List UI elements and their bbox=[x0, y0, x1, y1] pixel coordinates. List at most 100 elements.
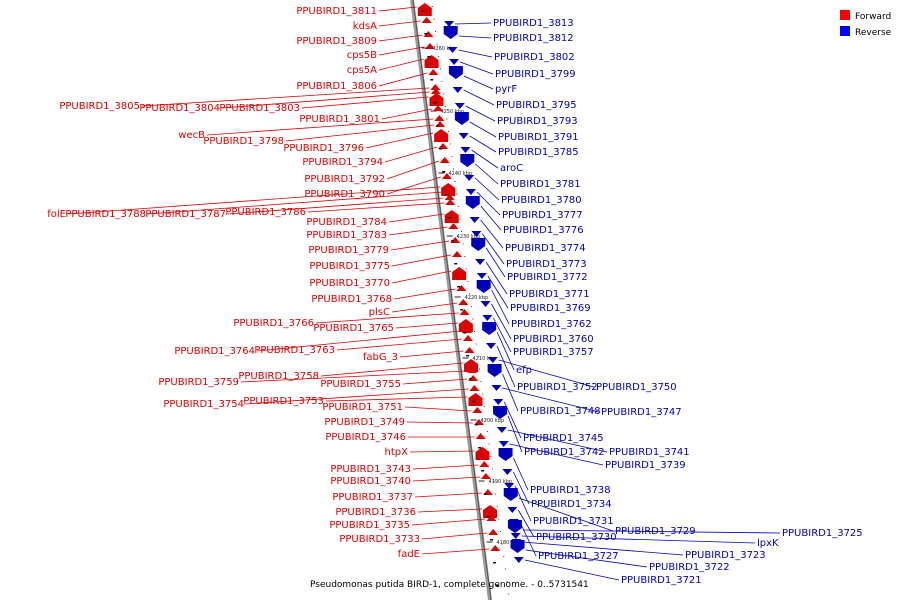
forward-gene-label[interactable]: PPUBIRD1_3764 bbox=[174, 346, 255, 357]
forward-gene-label[interactable]: PPUBIRD1_3804 bbox=[139, 103, 220, 114]
reverse-gene-label[interactable]: PPUBIRD1_3772 bbox=[507, 272, 588, 283]
reverse-gene-label[interactable]: PPUBIRD1_3747 bbox=[601, 407, 682, 418]
reverse-gene-feature[interactable] bbox=[464, 175, 475, 181]
forward-gene-label[interactable]: folE bbox=[47, 209, 66, 220]
forward-gene-feature[interactable] bbox=[424, 55, 439, 68]
forward-gene-feature[interactable] bbox=[486, 515, 497, 521]
forward-gene-feature[interactable] bbox=[452, 267, 467, 280]
reverse-gene-label[interactable]: PPUBIRD1_3762 bbox=[511, 319, 592, 330]
forward-gene-label[interactable]: PPUBIRD1_3796 bbox=[283, 143, 364, 154]
forward-gene-feature[interactable] bbox=[480, 473, 491, 479]
forward-gene-feature[interactable] bbox=[421, 17, 432, 23]
reverse-gene-label[interactable]: PPUBIRD1_3745 bbox=[523, 433, 604, 444]
reverse-gene-label[interactable]: PPUBIRD1_3771 bbox=[509, 289, 590, 300]
reverse-gene-label[interactable]: PPUBIRD1_3795 bbox=[496, 100, 577, 111]
forward-gene-label[interactable]: PPUBIRD1_3754 bbox=[163, 399, 244, 410]
forward-gene-feature[interactable] bbox=[467, 367, 478, 373]
forward-gene-label[interactable]: PPUBIRD1_3743 bbox=[330, 464, 411, 475]
forward-gene-feature[interactable] bbox=[464, 347, 475, 353]
forward-gene-label[interactable]: wecB bbox=[178, 130, 205, 141]
reverse-gene-feature[interactable] bbox=[460, 147, 471, 153]
reverse-gene-label[interactable]: PPUBIRD1_3741 bbox=[609, 447, 690, 458]
forward-gene-feature[interactable] bbox=[423, 31, 434, 37]
reverse-gene-label[interactable]: PPUBIRD1_3729 bbox=[615, 526, 696, 537]
reverse-gene-label[interactable]: PPUBIRD1_3769 bbox=[510, 303, 591, 314]
forward-gene-label[interactable]: PPUBIRD1_3784 bbox=[306, 217, 387, 228]
forward-gene-label[interactable]: PPUBIRD1_3806 bbox=[296, 81, 377, 92]
forward-gene-label[interactable]: PPUBIRD1_3749 bbox=[324, 417, 405, 428]
forward-gene-feature[interactable] bbox=[488, 529, 499, 535]
reverse-gene-label[interactable]: PPUBIRD1_3750 bbox=[596, 382, 677, 393]
reverse-gene-feature[interactable] bbox=[485, 343, 496, 349]
reverse-gene-label[interactable]: PPUBIRD1_3748 bbox=[520, 406, 601, 417]
reverse-gene-label[interactable]: PPUBIRD1_3757 bbox=[513, 347, 594, 358]
reverse-gene-label[interactable]: aroC bbox=[500, 163, 523, 174]
reverse-gene-feature[interactable] bbox=[444, 21, 455, 27]
forward-gene-label[interactable]: PPUBIRD1_3763 bbox=[254, 345, 335, 356]
forward-gene-label[interactable]: PPUBIRD1_3755 bbox=[320, 379, 401, 390]
forward-gene-label[interactable]: PPUBIRD1_3786 bbox=[225, 207, 306, 218]
forward-gene-feature[interactable] bbox=[483, 505, 498, 518]
forward-gene-feature[interactable] bbox=[430, 88, 441, 94]
reverse-gene-feature[interactable] bbox=[449, 59, 460, 65]
forward-gene-label[interactable]: PPUBIRD1_3809 bbox=[296, 36, 377, 47]
forward-gene-label[interactable]: PPUBIRD1_3758 bbox=[238, 371, 319, 382]
forward-gene-feature[interactable] bbox=[441, 173, 452, 179]
forward-gene-label[interactable]: kdsA bbox=[353, 21, 377, 32]
reverse-gene-feature[interactable] bbox=[465, 189, 476, 195]
forward-gene-feature[interactable] bbox=[479, 461, 490, 467]
forward-gene-feature[interactable] bbox=[473, 419, 484, 425]
reverse-gene-label[interactable]: PPUBIRD1_3752 bbox=[517, 382, 598, 393]
forward-gene-feature[interactable] bbox=[433, 105, 444, 111]
reverse-gene-feature[interactable] bbox=[507, 520, 522, 533]
reverse-gene-label[interactable]: PPUBIRD1_3781 bbox=[500, 179, 581, 190]
forward-gene-feature[interactable] bbox=[490, 545, 501, 551]
reverse-gene-feature[interactable] bbox=[447, 47, 458, 53]
forward-gene-label[interactable]: PPUBIRD1_3801 bbox=[299, 114, 380, 125]
reverse-gene-feature[interactable] bbox=[482, 315, 493, 321]
reverse-gene-label[interactable]: PPUBIRD1_3774 bbox=[505, 243, 586, 254]
reverse-gene-label[interactable]: pyrF bbox=[495, 84, 517, 95]
forward-gene-label[interactable]: PPUBIRD1_3733 bbox=[339, 534, 420, 545]
forward-gene-label[interactable]: PPUBIRD1_3759 bbox=[158, 377, 239, 388]
reverse-gene-feature[interactable] bbox=[448, 66, 463, 79]
forward-gene-feature[interactable] bbox=[475, 447, 490, 460]
forward-gene-feature[interactable] bbox=[428, 69, 439, 75]
forward-gene-feature[interactable] bbox=[472, 407, 483, 413]
forward-gene-label[interactable]: PPUBIRD1_3765 bbox=[313, 323, 394, 334]
forward-gene-label[interactable]: PPUBIRD1_3779 bbox=[308, 245, 389, 256]
forward-gene-label[interactable]: PPUBIRD1_3783 bbox=[306, 230, 387, 241]
forward-gene-feature[interactable] bbox=[437, 143, 448, 149]
forward-gene-label[interactable]: PPUBIRD1_3740 bbox=[330, 476, 411, 487]
forward-gene-feature[interactable] bbox=[458, 319, 473, 332]
forward-gene-label[interactable]: fabG_3 bbox=[363, 352, 398, 363]
forward-gene-feature[interactable] bbox=[452, 251, 463, 257]
reverse-gene-feature[interactable] bbox=[491, 385, 502, 391]
reverse-gene-label[interactable]: PPUBIRD1_3723 bbox=[685, 550, 766, 561]
forward-gene-label[interactable]: PPUBIRD1_3735 bbox=[329, 520, 410, 531]
reverse-gene-label[interactable]: PPUBIRD1_3730 bbox=[536, 532, 617, 543]
forward-gene-label[interactable]: PPUBIRD1_3805 bbox=[59, 101, 140, 112]
forward-gene-feature[interactable] bbox=[417, 3, 432, 16]
forward-gene-label[interactable]: PPUBIRD1_3787 bbox=[145, 209, 226, 220]
forward-gene-label[interactable]: PPUBIRD1_3811 bbox=[296, 6, 377, 17]
forward-gene-feature[interactable] bbox=[439, 157, 450, 163]
reverse-gene-label[interactable]: PPUBIRD1_3780 bbox=[501, 195, 582, 206]
reverse-gene-label[interactable]: PPUBIRD1_3793 bbox=[497, 116, 578, 127]
reverse-gene-feature[interactable] bbox=[510, 533, 521, 539]
reverse-gene-label[interactable]: PPUBIRD1_3813 bbox=[493, 18, 574, 29]
reverse-gene-label[interactable]: PPUBIRD1_3727 bbox=[538, 551, 619, 562]
reverse-gene-label[interactable]: PPUBIRD1_3742 bbox=[524, 447, 605, 458]
forward-gene-feature[interactable] bbox=[459, 309, 470, 315]
forward-gene-feature[interactable] bbox=[434, 129, 449, 142]
reverse-gene-feature[interactable] bbox=[480, 301, 491, 307]
forward-gene-label[interactable]: fadE bbox=[398, 549, 420, 560]
reverse-gene-feature[interactable] bbox=[493, 406, 508, 419]
reverse-gene-feature[interactable] bbox=[513, 557, 524, 563]
reverse-gene-feature[interactable] bbox=[460, 154, 475, 167]
reverse-gene-label[interactable]: PPUBIRD1_3776 bbox=[503, 225, 584, 236]
forward-gene-feature[interactable] bbox=[444, 194, 455, 200]
reverse-gene-label[interactable]: PPUBIRD1_3738 bbox=[530, 485, 611, 496]
reverse-gene-feature[interactable] bbox=[493, 399, 504, 405]
forward-gene-label[interactable]: PPUBIRD1_3737 bbox=[332, 492, 413, 503]
